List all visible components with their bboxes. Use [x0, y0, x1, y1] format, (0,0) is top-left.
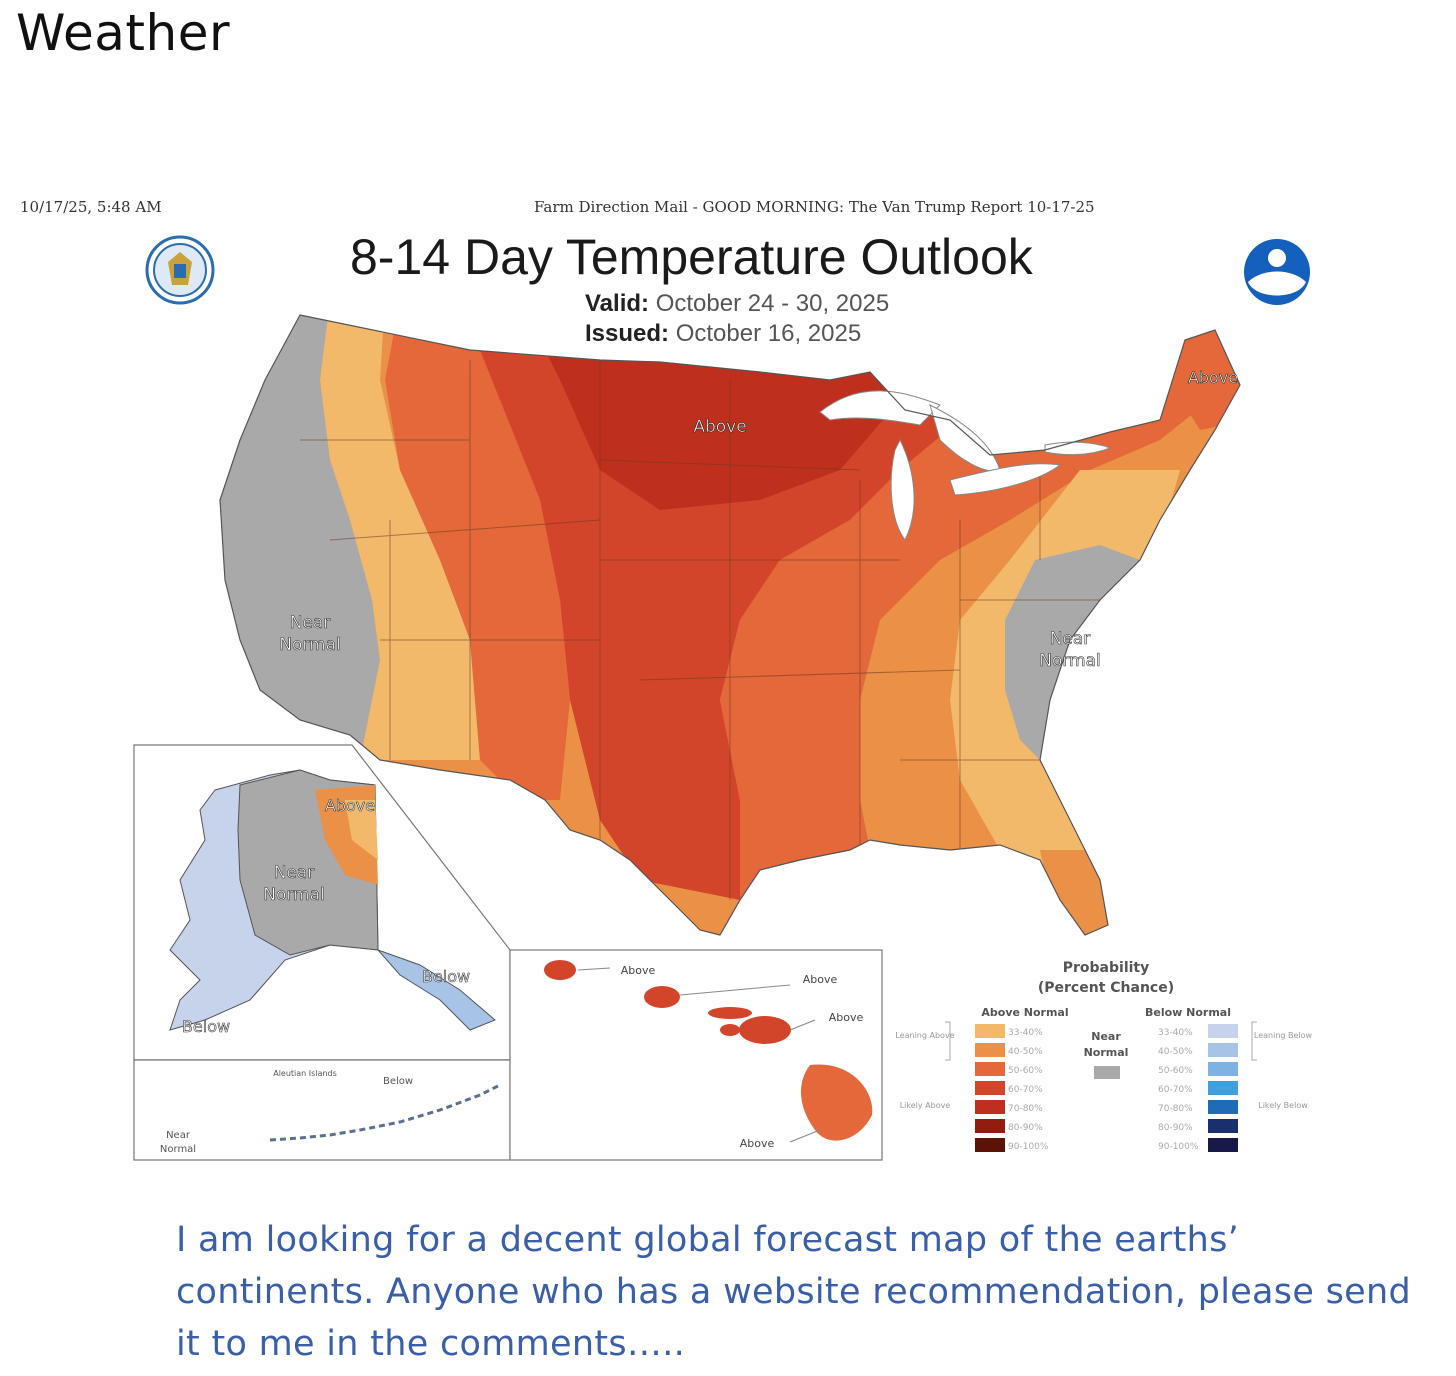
noaa-logo-icon [1244, 239, 1310, 305]
label-hawaii-above-3: Above [829, 1011, 864, 1024]
label-above-maine: Above [1188, 368, 1238, 387]
label-alaska-below-se: Below [422, 967, 470, 986]
comment-text: I am looking for a decent global forecas… [176, 1220, 1411, 1364]
legend-below-range-6: 90-100% [1158, 1142, 1199, 1152]
legend-below-range-5: 80-90% [1158, 1123, 1193, 1133]
label-aleutian-near-line2: Normal [160, 1144, 196, 1155]
legend-below-range-1: 40-50% [1158, 1047, 1193, 1057]
legend-above-swatch-1 [975, 1043, 1005, 1057]
legend-above-range-4: 70-80% [1008, 1104, 1043, 1114]
legend-leaning-below: Leaning Below [1254, 1031, 1313, 1040]
legend-below-range-2: 50-60% [1158, 1066, 1193, 1076]
issued-label: Issued: [585, 320, 670, 347]
legend-above-swatch-3 [975, 1081, 1005, 1095]
print-source: Farm Direction Mail - GOOD MORNING: The … [534, 198, 1095, 216]
label-aleutian-below: Below [383, 1076, 413, 1087]
label-hawaii-above-4: Above [740, 1137, 775, 1150]
label-near-normal-west: Near Normal [279, 613, 341, 655]
legend-near-2: Normal [1084, 1046, 1129, 1059]
label-alaska-near-line1: Near [274, 863, 315, 883]
label-near-normal-east-line1: Near [1050, 629, 1091, 649]
legend-below-swatch-1 [1208, 1043, 1238, 1057]
legend-below-range-0: 33-40% [1158, 1028, 1193, 1038]
legend-above-swatch-6 [975, 1138, 1005, 1152]
label-near-normal-west-line1: Near [290, 613, 331, 633]
label-near-normal-west-line2: Normal [279, 635, 341, 655]
legend-leaning-above: Leaning Above [895, 1031, 954, 1040]
legend-below-header: Below Normal [1145, 1006, 1231, 1019]
issued-line: Issued: October 16, 2025 [585, 320, 861, 348]
legend-above-range-0: 33-40% [1008, 1028, 1043, 1038]
legend-below-range-4: 70-80% [1158, 1104, 1193, 1114]
label-alaska-below-sw: Below [182, 1017, 230, 1036]
legend-above-range-3: 60-70% [1008, 1085, 1043, 1095]
issued-value: October 16, 2025 [675, 320, 862, 347]
label-alaska-near-line2: Normal [263, 885, 325, 905]
legend-above-range-1: 40-50% [1008, 1047, 1043, 1057]
legend-above-swatch-0 [975, 1024, 1005, 1038]
page-heading: Weather [16, 4, 231, 62]
label-aleutian-near-line1: Near [166, 1130, 191, 1141]
legend-near-1: Near [1091, 1030, 1121, 1043]
legend-below-swatch-5 [1208, 1119, 1238, 1133]
label-aleutian-title: Aleutian Islands [273, 1069, 337, 1078]
legend-below-swatch-4 [1208, 1100, 1238, 1114]
legend-above-swatch-5 [975, 1119, 1005, 1133]
valid-line: Valid: October 24 - 30, 2025 [585, 290, 889, 318]
legend-below-swatch-3 [1208, 1081, 1238, 1095]
legend-above-range-2: 50-60% [1008, 1066, 1043, 1076]
legend-below-swatch-6 [1208, 1138, 1238, 1152]
legend-above-range-5: 80-90% [1008, 1123, 1043, 1133]
label-near-normal-east: Near Normal [1039, 629, 1101, 671]
label-alaska-above: Above [325, 796, 375, 815]
valid-value: October 24 - 30, 2025 [655, 290, 890, 317]
legend-below-range-3: 60-70% [1158, 1085, 1193, 1095]
map-title: 8-14 Day Temperature Outlook [350, 229, 1033, 285]
label-hawaii-above-1: Above [621, 964, 656, 977]
legend-near-swatch [1094, 1066, 1120, 1079]
label-near-normal-east-line2: Normal [1039, 651, 1101, 671]
legend-likely-above: Likely Above [900, 1101, 951, 1110]
legend-title-line1: Probability [1063, 960, 1150, 976]
label-hawaii-above-2: Above [803, 973, 838, 986]
print-timestamp: 10/17/25, 5:48 AM [20, 198, 162, 216]
doc-seal-icon [145, 235, 215, 305]
aleutian-inset-frame [133, 1059, 511, 1161]
legend-title-line2: (Percent Chance) [1038, 980, 1174, 996]
label-aleutian-near: Near Normal [160, 1130, 196, 1155]
legend-above-header: Above Normal [981, 1006, 1068, 1019]
legend-above-swatch-4 [975, 1100, 1005, 1114]
label-above-central: Above [693, 417, 746, 437]
legend-above-swatch-2 [975, 1062, 1005, 1076]
legend-below-swatch-0 [1208, 1024, 1238, 1038]
legend-below-swatch-2 [1208, 1062, 1238, 1076]
probability-legend: Probability (Percent Chance) Above Norma… [895, 960, 1313, 1152]
valid-label: Valid: [585, 290, 650, 317]
label-alaska-near: Near Normal [263, 863, 325, 905]
legend-likely-below: Likely Below [1258, 1101, 1308, 1110]
legend-above-range-6: 90-100% [1008, 1142, 1049, 1152]
